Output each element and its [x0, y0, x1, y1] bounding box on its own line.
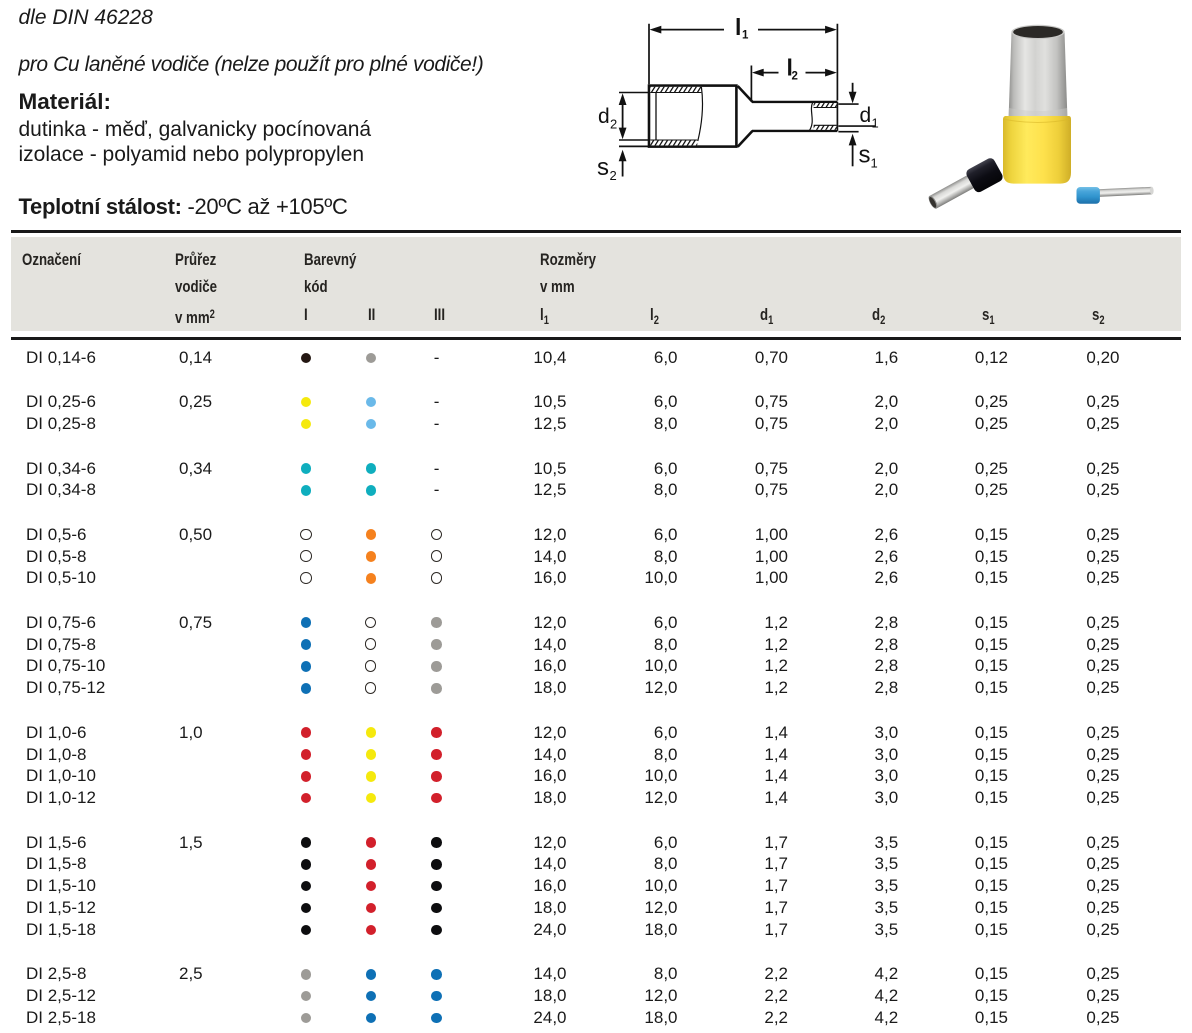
svg-text:s: s — [597, 154, 609, 181]
svg-text:1: 1 — [871, 156, 878, 171]
svg-text:2: 2 — [610, 168, 617, 183]
svg-text:2: 2 — [792, 71, 798, 83]
svg-text:s: s — [859, 142, 871, 169]
svg-text:2: 2 — [610, 117, 617, 132]
svg-text:d: d — [598, 105, 610, 128]
svg-text:d: d — [860, 104, 872, 127]
svg-text:1: 1 — [872, 116, 879, 131]
svg-text:l: l — [735, 14, 741, 40]
svg-text:1: 1 — [742, 30, 749, 42]
svg-text:l: l — [787, 55, 793, 81]
